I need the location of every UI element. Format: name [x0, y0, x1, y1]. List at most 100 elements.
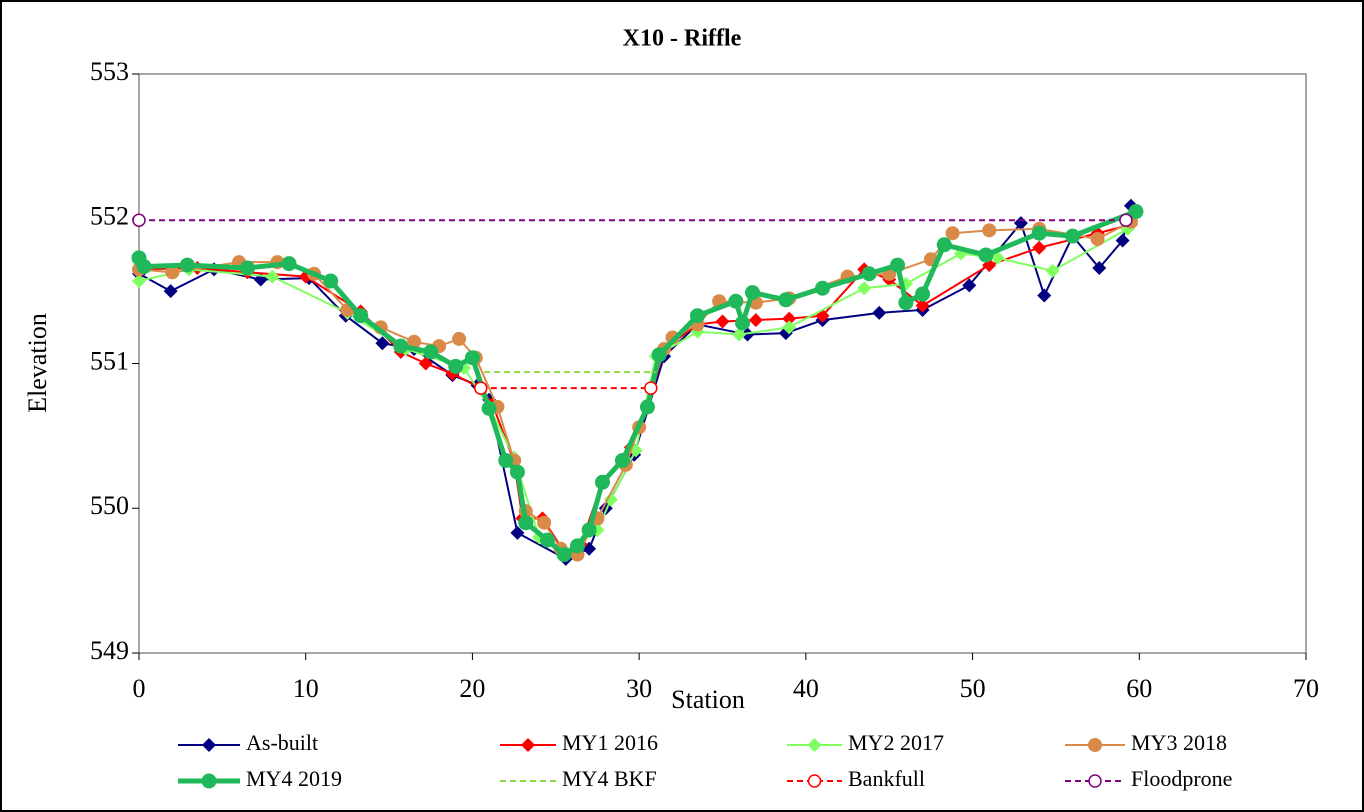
data-point — [915, 286, 931, 302]
data-point — [651, 347, 667, 363]
data-point — [393, 338, 409, 354]
data-point — [448, 358, 464, 374]
data-point — [782, 311, 797, 326]
data-point — [537, 515, 552, 530]
data-point — [539, 532, 555, 548]
data-point — [418, 356, 433, 371]
data-point — [962, 278, 977, 293]
data-point — [239, 260, 255, 276]
legend-marker — [202, 738, 216, 752]
x-tick-label: 50 — [960, 674, 986, 703]
data-point — [136, 259, 152, 275]
data-point — [452, 331, 467, 346]
x-tick-label: 10 — [293, 674, 319, 703]
data-point — [782, 320, 797, 335]
data-point — [614, 452, 630, 468]
y-axis-label: Elevation — [23, 313, 52, 413]
y-tick-label: 549 — [90, 636, 129, 665]
data-point — [163, 284, 178, 299]
data-point — [872, 305, 887, 320]
legend-label: MY3 2018 — [1131, 730, 1227, 755]
data-point — [778, 292, 794, 308]
data-point — [281, 256, 297, 272]
legend-marker — [807, 774, 822, 788]
data-point — [945, 226, 960, 241]
data-point — [644, 381, 658, 395]
legend-label: MY1 2016 — [562, 730, 658, 755]
data-point — [569, 538, 585, 554]
legend-marker — [1088, 738, 1102, 752]
x-axis-label: Station — [671, 685, 745, 714]
data-point — [748, 313, 763, 328]
legend-marker — [201, 773, 217, 789]
data-point — [1032, 240, 1047, 255]
data-point — [1065, 228, 1081, 244]
data-point — [1092, 260, 1107, 275]
data-point — [423, 344, 439, 360]
x-tick-label: 0 — [133, 674, 146, 703]
data-point — [132, 273, 146, 288]
x-tick-label: 20 — [459, 674, 485, 703]
data-point — [474, 381, 488, 395]
data-point — [715, 314, 730, 329]
data-point — [481, 400, 497, 416]
legend-marker — [807, 738, 822, 752]
legend-label: MY2 2017 — [848, 730, 944, 755]
data-point — [861, 266, 877, 282]
y-tick-label: 552 — [90, 202, 129, 231]
data-point — [936, 237, 952, 253]
data-point — [603, 492, 618, 507]
x-tick-label: 60 — [1126, 674, 1152, 703]
data-point — [639, 399, 655, 415]
data-point — [689, 308, 705, 324]
data-point — [732, 327, 747, 342]
data-point — [990, 250, 1005, 265]
data-point — [745, 285, 761, 301]
legend-marker — [1088, 774, 1102, 788]
data-point — [1119, 213, 1133, 227]
chart-title: X10 - Riffle — [623, 26, 742, 52]
data-point — [735, 315, 751, 331]
data-point — [556, 547, 572, 563]
legend-label: As-built — [246, 730, 318, 755]
data-point — [581, 522, 597, 538]
x-tick-label: 70 — [1293, 674, 1319, 703]
data-point — [132, 213, 146, 227]
data-point — [1128, 204, 1144, 220]
data-point — [898, 295, 914, 311]
legend-label: Bankfull — [848, 766, 925, 791]
data-point — [407, 334, 422, 349]
data-point — [815, 280, 831, 296]
y-tick-label: 550 — [90, 491, 129, 520]
data-point — [1045, 263, 1060, 278]
data-point — [265, 269, 280, 284]
y-tick-label: 551 — [90, 346, 129, 375]
y-tick-label: 553 — [90, 57, 129, 86]
data-point — [510, 525, 525, 540]
data-point — [857, 281, 872, 296]
data-point — [982, 223, 997, 238]
x-tick-label: 30 — [626, 674, 652, 703]
x-tick-label: 40 — [793, 674, 819, 703]
data-point — [594, 474, 610, 490]
data-point — [728, 293, 744, 309]
data-point — [1037, 288, 1052, 303]
data-point — [1090, 232, 1105, 247]
data-point — [498, 452, 514, 468]
data-point — [323, 273, 339, 289]
data-point — [890, 257, 906, 273]
data-point — [915, 298, 930, 313]
legend-marker — [521, 738, 535, 752]
data-point — [740, 327, 755, 342]
data-point — [179, 257, 195, 273]
legend-label: Floodprone — [1131, 766, 1232, 791]
data-point — [353, 308, 369, 324]
data-point — [1031, 225, 1047, 241]
data-point — [464, 350, 480, 366]
data-point — [1115, 233, 1130, 248]
data-point — [978, 247, 994, 263]
data-point — [509, 464, 525, 480]
legend-label: MY4 2019 — [246, 766, 342, 791]
